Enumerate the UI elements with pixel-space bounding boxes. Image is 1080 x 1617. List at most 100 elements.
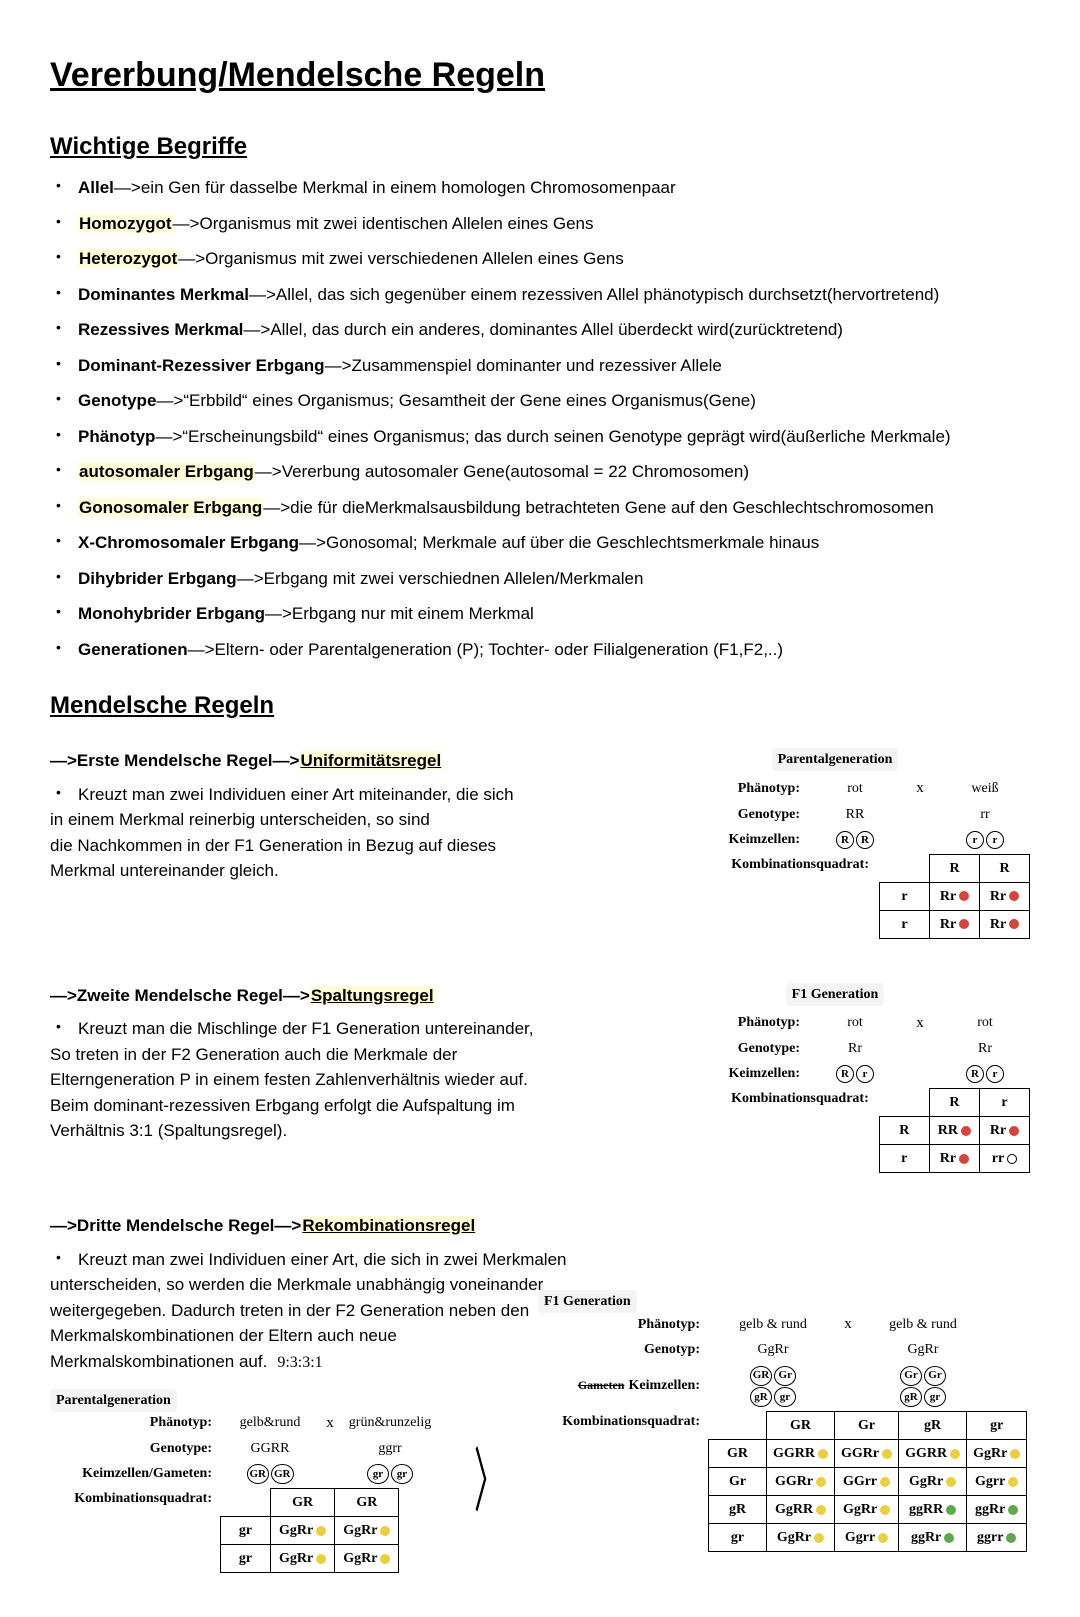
section-rules-heading: Mendelsche Regeln — [50, 688, 1030, 724]
term: Allel — [78, 178, 114, 197]
term-definition: —>Allel, das durch ein anderes, dominant… — [243, 320, 843, 339]
color-dot-icon — [1009, 1126, 1019, 1136]
term-item: Dominantes Merkmal—>Allel, das sich gege… — [50, 282, 1030, 308]
rule2-block: —>Zweite Mendelsche Regel—>Spaltungsrege… — [50, 983, 1030, 1178]
generation-tag: F1 Generation — [786, 983, 885, 1006]
color-dot-icon — [816, 1505, 826, 1515]
strikethrough-text: Gameten — [578, 1378, 625, 1392]
term-item: Allel—>ein Gen für dasselbe Merkmal in e… — [50, 175, 1030, 201]
gamete-circle: GR — [750, 1366, 773, 1386]
term-item: autosomaler Erbgang—>Vererbung autosomal… — [50, 459, 1030, 485]
term-item: Generationen—>Eltern- oder Parentalgener… — [50, 637, 1030, 663]
term: autosomaler Erbgang — [78, 462, 255, 481]
term-definition: —>Organismus mit zwei identischen Allele… — [173, 214, 594, 233]
term: Phänotyp — [78, 427, 155, 446]
rule1-diagram: ParentalgenerationPhänotyp:rotxweißGenot… — [640, 748, 1030, 943]
gamete-circle: r — [986, 1065, 1004, 1083]
generation-tag: Parentalgeneration — [50, 1389, 177, 1412]
gamete-circle: gr — [367, 1464, 389, 1484]
term: Monohybrider Erbgang — [78, 604, 265, 623]
color-dot-icon — [950, 1449, 960, 1459]
rule2-diagram: F1 GenerationPhänotyp:rotxrotGenotype:Rr… — [640, 983, 1030, 1178]
term-definition: —>die für dieMerkmalsausbildung betracht… — [263, 498, 933, 517]
rule2-bullet: Kreuzt man die Mischlinge der F1 Generat… — [50, 1016, 620, 1042]
color-dot-icon — [1008, 1477, 1018, 1487]
gamete-circle: R — [836, 1065, 854, 1083]
term: Rezessives Merkmal — [78, 320, 243, 339]
term-definition: —>“Erbbild“ eines Organismus; Gesamtheit… — [156, 391, 756, 410]
rule3-block: —>Dritte Mendelsche Regel—>Rekombination… — [50, 1213, 1030, 1577]
term: Dihybrider Erbgang — [78, 569, 237, 588]
term-definition: —>Vererbung autosomaler Gene(autosomal =… — [255, 462, 749, 481]
color-dot-icon — [1006, 1533, 1016, 1543]
arrow-icon: 〉 — [474, 1430, 504, 1535]
gamete-circle: Gr — [900, 1366, 922, 1386]
term: Heterozygot — [78, 249, 178, 268]
section-terms-heading: Wichtige Begriffe — [50, 129, 1030, 165]
gamete-circle: GR — [271, 1464, 294, 1484]
color-dot-icon — [880, 1505, 890, 1515]
term: Generationen — [78, 640, 188, 659]
term: Homozygot — [78, 214, 173, 233]
rule3-name: Rekombinationsregel — [301, 1216, 476, 1235]
term: X-Chromosomaler Erbgang — [78, 533, 299, 552]
color-dot-icon — [878, 1533, 888, 1543]
gamete-circle: Gr — [774, 1366, 796, 1386]
term-item: Genotype—>“Erbbild“ eines Organismus; Ge… — [50, 388, 1030, 414]
color-dot-icon — [316, 1526, 326, 1536]
gamete-circle: R — [966, 1065, 984, 1083]
term-item: Monohybrider Erbgang—>Erbgang nur mit ei… — [50, 601, 1030, 627]
term-item: Dihybrider Erbgang—>Erbgang mit zwei ver… — [50, 566, 1030, 592]
rule1-pre: —>Erste Mendelsche Regel—> — [50, 751, 299, 770]
term-definition: —>Erbgang nur mit einem Merkmal — [265, 604, 534, 623]
color-dot-icon — [380, 1526, 390, 1536]
gamete-circle: gr — [391, 1464, 413, 1484]
term-definition: —>ein Gen für dasselbe Merkmal in einem … — [114, 178, 676, 197]
rule3-f1-diagram: F1 GenerationPhänotyp:gelb & rundxgelb &… — [538, 1290, 1027, 1556]
gamete-circle: R — [836, 831, 854, 849]
term-definition: —>Zusammenspiel dominanter und rezessive… — [325, 356, 722, 375]
rule1-name: Uniformitätsregel — [299, 751, 442, 770]
rule-text-line: Elterngeneration P in einem festen Zahle… — [50, 1067, 620, 1093]
gamete-circle: GR — [247, 1464, 270, 1484]
rule3-pre: —>Dritte Mendelsche Regel—> — [50, 1216, 301, 1235]
color-dot-icon — [1010, 1449, 1020, 1459]
color-dot-icon — [816, 1477, 826, 1487]
term-definition: —>Organismus mit zwei verschiedenen Alle… — [178, 249, 624, 268]
rule-text-line: Merkmal untereinander gleich. — [50, 858, 620, 884]
term-definition: —>Erbgang mit zwei verschiednen Allelen/… — [237, 569, 644, 588]
punnett-square: GRGRgrGgRrGgRrgrGgRrGgRr — [220, 1488, 399, 1573]
color-dot-icon — [880, 1477, 890, 1487]
punnett-square: GRGrgRgrGRGGRRGGRrGGRRGgRrGrGGRrGGrrGgRr… — [708, 1411, 1027, 1552]
rule1-bullet: Kreuzt man zwei Individuen einer Art mit… — [50, 782, 620, 808]
term-item: Dominant-Rezessiver Erbgang—>Zusammenspi… — [50, 353, 1030, 379]
gamete-circle: gR — [750, 1387, 772, 1407]
rule-text-line: So treten in der F2 Generation auch die … — [50, 1042, 620, 1068]
rule-text-line: in einem Merkmal reinerbig unterscheiden… — [50, 807, 620, 833]
term-item: Rezessives Merkmal—>Allel, das durch ein… — [50, 317, 1030, 343]
gamete-circle: gr — [774, 1387, 796, 1407]
term: Gonosomaler Erbgang — [78, 498, 263, 517]
term-item: X-Chromosomaler Erbgang—>Gonosomal; Merk… — [50, 530, 1030, 556]
color-dot-icon — [959, 919, 969, 929]
term-definition: —>Allel, das sich gegenüber einem rezess… — [249, 285, 939, 304]
rule3-parent-diagram: ParentalgenerationPhänotyp:gelb&rundxgrü… — [50, 1389, 440, 1578]
color-dot-icon — [961, 1126, 971, 1136]
rule-text-line: Beim dominant-rezessiven Erbgang erfolgt… — [50, 1093, 620, 1119]
term-definition: —>Eltern- oder Parentalgeneration (P); T… — [188, 640, 783, 659]
generation-tag: F1 Generation — [538, 1290, 637, 1313]
rule2-pre: —>Zweite Mendelsche Regel—> — [50, 986, 310, 1005]
color-dot-icon — [946, 1477, 956, 1487]
ratio-text: 9:3:3:1 — [277, 1354, 322, 1371]
rule1-block: —>Erste Mendelsche Regel—>Uniformitätsre… — [50, 748, 1030, 943]
color-dot-icon — [1009, 891, 1019, 901]
rule2-name: Spaltungsregel — [310, 986, 435, 1005]
color-dot-icon — [959, 1154, 969, 1164]
term-definition: —>Gonosomal; Merkmale auf über die Gesch… — [299, 533, 819, 552]
color-dot-icon — [1009, 919, 1019, 929]
punnett-square: RrRRRRrrRrrr — [879, 1088, 1030, 1173]
color-dot-icon — [814, 1533, 824, 1543]
color-dot-icon — [944, 1533, 954, 1543]
term-item: Heterozygot—>Organismus mit zwei verschi… — [50, 246, 1030, 272]
gamete-circle: r — [966, 831, 984, 849]
